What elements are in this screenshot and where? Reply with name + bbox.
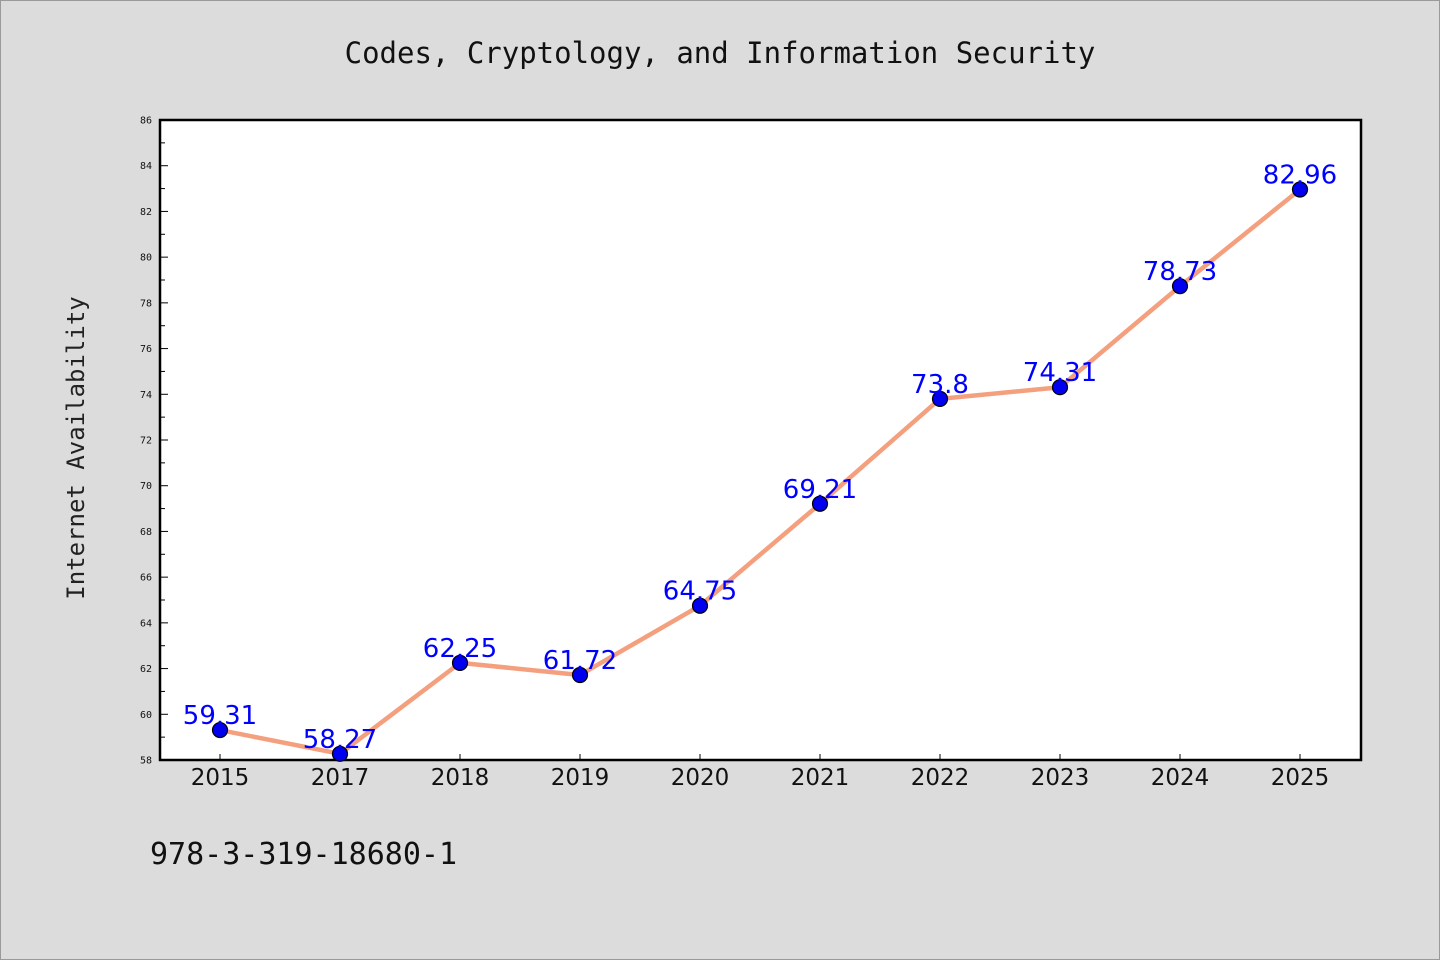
data-label: 61.72 (543, 646, 617, 676)
x-tick-label: 2021 (791, 765, 850, 791)
y-axis-ticks: 58 60 62 64 66 68 70 72 74 76 78 80 82 84 86 (140, 116, 168, 767)
chart-title: Codes, Cryptology, and Information Secur… (345, 36, 1096, 70)
data-point-marker (331, 745, 349, 762)
data-label: 69.21 (783, 475, 857, 505)
plot-area (158, 118, 1363, 762)
x-tick-label: 2018 (431, 765, 490, 791)
x-axis-ticks: 2015 2017 2018 2019 2020 2021 2022 2023 2024 2025 (191, 754, 1330, 791)
y-tick-label: 80 (140, 253, 152, 264)
data-point-marker (1171, 278, 1189, 295)
y-tick-label: 64 (140, 618, 152, 629)
data-label-layer: 59.31 58.27 62.25 61.72 64.75 69.21 73.8 74.31 7… (183, 160, 1337, 754)
y-tick-label: 68 (140, 527, 152, 538)
series-line-layer (217, 187, 1303, 757)
x-tick-label: 2023 (1031, 765, 1090, 791)
x-tick-label: 2019 (551, 765, 610, 791)
y-tick-label: 86 (140, 116, 152, 127)
y-tick-label: 70 (140, 481, 152, 492)
y-tick-label: 66 (140, 573, 152, 584)
y-tick-label: 76 (140, 344, 152, 355)
data-label: 62.25 (423, 634, 497, 664)
data-label: 58.27 (303, 725, 377, 755)
y-tick-label: 62 (140, 664, 152, 675)
data-point-marker (451, 654, 469, 671)
data-label: 82.96 (1263, 160, 1337, 190)
y-tick-label: 84 (140, 161, 152, 172)
x-tick-label: 2015 (191, 765, 250, 791)
y-tick-label: 74 (140, 390, 152, 401)
data-label: 73.8 (911, 370, 969, 400)
series-line (217, 187, 1303, 757)
y-tick-label: 78 (140, 298, 152, 309)
data-point-marker (1051, 379, 1069, 396)
data-point-marker (811, 495, 829, 512)
y-axis-label: Internet Availability (62, 296, 90, 599)
x-tick-label: 2020 (671, 765, 730, 791)
x-tick-label: 2022 (911, 765, 970, 791)
y-tick-label: 82 (140, 207, 152, 218)
data-label: 74.31 (1023, 358, 1097, 388)
y-tick-label: 60 (140, 710, 152, 721)
data-label: 78.73 (1143, 257, 1217, 287)
isbn-footnote: 978-3-319-18680-1 (150, 837, 457, 872)
data-point-marker (1291, 181, 1309, 198)
data-point-marker (691, 597, 709, 614)
data-label: 64.75 (663, 577, 737, 607)
y-tick-label: 58 (140, 756, 152, 767)
data-point-marker (571, 666, 589, 684)
data-label: 59.31 (183, 701, 257, 731)
marker-layer (211, 181, 1309, 762)
y-tick-label: 72 (140, 436, 152, 447)
x-tick-label: 2017 (311, 765, 370, 791)
data-point-marker (931, 390, 949, 407)
x-tick-label: 2025 (1271, 765, 1330, 791)
x-tick-label: 2024 (1151, 765, 1210, 791)
data-point-marker (211, 721, 229, 739)
